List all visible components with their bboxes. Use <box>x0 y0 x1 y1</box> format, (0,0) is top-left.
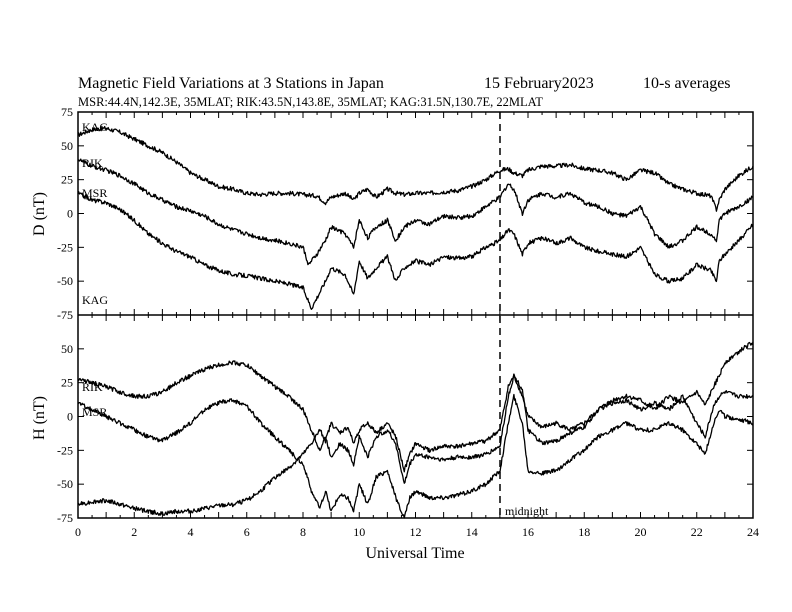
label-kag-lower: KAG <box>82 293 108 307</box>
xtick-label: 14 <box>466 525 478 539</box>
xtick-label: 18 <box>578 525 590 539</box>
chart-date: 15 February2023 <box>484 75 594 92</box>
xtick-label: 22 <box>691 525 703 539</box>
d-panel: -75 -50 -25 0 25 50 75 <box>57 105 754 322</box>
d-ytick-label: -75 <box>57 308 73 322</box>
d-ytick-label: 25 <box>61 173 73 187</box>
label-msr-top: MSR <box>82 186 107 200</box>
d-series-msr <box>77 191 754 310</box>
xtick-label: 2 <box>131 525 137 539</box>
h-ytick-label: -75 <box>57 511 73 525</box>
xtick-label: 4 <box>188 525 194 539</box>
label-kag-top: KAG <box>82 120 108 134</box>
h-series-rik <box>78 360 754 484</box>
h-ytick-label: -25 <box>57 443 73 457</box>
h-axis-label: H (nT) <box>31 396 48 440</box>
xtick-label: 8 <box>300 525 306 539</box>
xtick-label: 6 <box>244 525 250 539</box>
midnight-label: midnight <box>505 504 549 518</box>
chart-averaging: 10-s averages <box>643 75 731 92</box>
xtick-label: 10 <box>353 525 365 539</box>
label-rik-bottom: RIK <box>82 380 103 394</box>
h-ytick-label: 25 <box>61 376 73 390</box>
h-ytick-label: -50 <box>57 477 73 491</box>
xtick-label: 0 <box>75 525 81 539</box>
d-series-kag <box>77 125 754 212</box>
label-msr-bottom: MSR <box>82 405 107 419</box>
d-series-rik <box>77 158 754 266</box>
d-ytick-label: 75 <box>61 105 73 119</box>
d-ytick-label: 50 <box>61 139 73 153</box>
xtick-label: 24 <box>747 525 759 539</box>
xtick-label: 12 <box>410 525 422 539</box>
label-rik-top: RIK <box>82 156 103 170</box>
h-ytick-label: 50 <box>61 342 73 356</box>
d-ytick-label: 0 <box>67 207 73 221</box>
chart-title: Magnetic Field Variations at 3 Stations … <box>78 75 384 92</box>
x-axis-label: Universal Time <box>365 545 464 562</box>
stations-line: MSR:44.4N,142.3E, 35MLAT; RIK:43.5N,143.… <box>78 95 543 109</box>
h-series-kag <box>77 341 754 516</box>
xtick-label: 20 <box>635 525 647 539</box>
h-series-msr <box>77 393 754 519</box>
d-ytick-label: -50 <box>57 274 73 288</box>
d-axis-label: D (nT) <box>31 192 48 236</box>
h-ytick-label: 0 <box>67 410 73 424</box>
d-ytick-label: -25 <box>57 240 73 254</box>
xtick-label: 16 <box>522 525 534 539</box>
